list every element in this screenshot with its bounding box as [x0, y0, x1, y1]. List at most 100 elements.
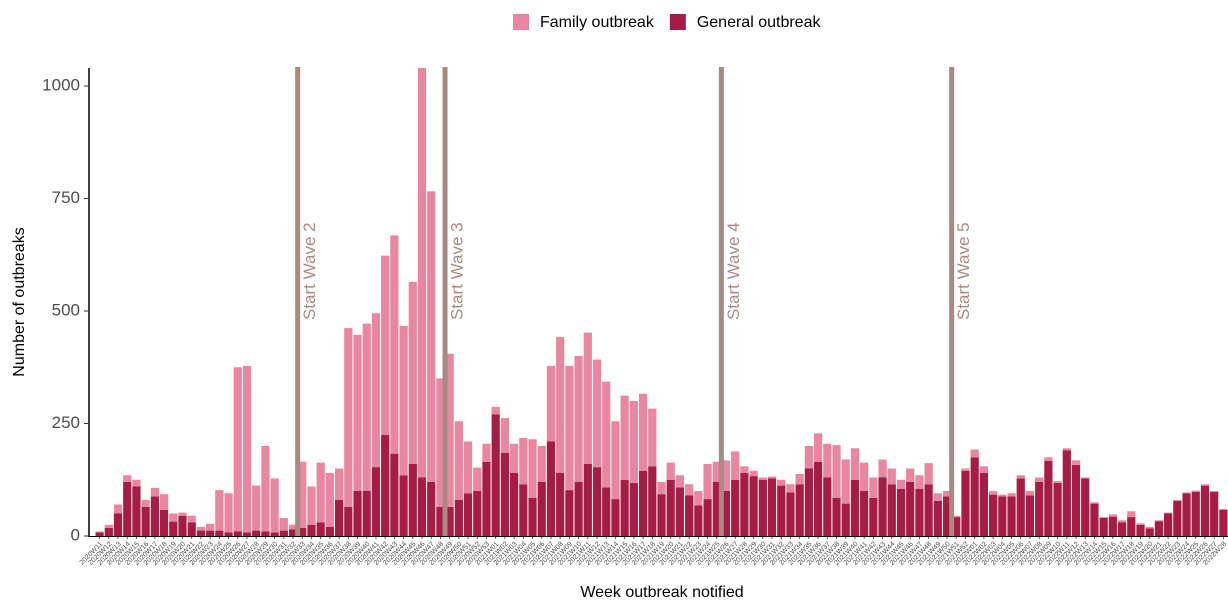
bar-segment: [491, 414, 500, 536]
bar-segment: [666, 479, 675, 536]
bar-segment: [1219, 509, 1228, 510]
bar-segment: [132, 479, 141, 487]
bar-segment: [261, 531, 270, 536]
bar-segment: [1071, 460, 1081, 465]
bar-segment: [1016, 478, 1025, 536]
bar-segment: [841, 459, 850, 504]
bar-segment: [1071, 464, 1081, 536]
bar-segment: [390, 235, 399, 454]
bar-segment: [731, 451, 740, 480]
bar-segment: [408, 464, 417, 536]
bar-segment: [1007, 493, 1016, 497]
bar-segment: [685, 495, 694, 536]
bar-segment: [592, 467, 602, 536]
bar-segment: [344, 506, 353, 536]
bar-segment: [648, 408, 657, 467]
bar-segment: [344, 328, 353, 507]
bar-segment: [334, 468, 344, 500]
bar-segment: [1127, 511, 1136, 518]
bar-segment: [1044, 457, 1053, 461]
bar-segment: [390, 453, 399, 536]
bar-segment: [989, 491, 998, 495]
y-tick-label: 1000: [42, 75, 80, 94]
bar-segment: [482, 461, 491, 536]
bar-segment: [463, 441, 473, 494]
bar-segment: [1117, 522, 1127, 536]
bar-segment: [804, 446, 813, 469]
bar-segment: [933, 493, 942, 501]
bar-segment: [206, 530, 215, 536]
bar-segment: [685, 484, 694, 496]
bar-segment: [1062, 448, 1071, 451]
bar-segment: [583, 464, 592, 536]
bar-segment: [1081, 477, 1090, 479]
bar-segment: [933, 500, 942, 536]
bar-segment: [961, 470, 970, 536]
bar-segment: [850, 479, 860, 536]
bar-segment: [906, 468, 915, 482]
bar-segment: [602, 487, 611, 536]
bar-segment: [353, 491, 362, 536]
wave-label: Start Wave 4: [724, 222, 743, 320]
bar-segment: [473, 467, 482, 491]
bar-segment: [353, 334, 362, 491]
bar-segment: [399, 475, 408, 536]
bar-segment: [528, 497, 537, 536]
bar-segment: [178, 515, 187, 536]
bar-segment: [1117, 520, 1127, 523]
bar-segment: [823, 477, 832, 536]
bar-segment: [196, 530, 206, 536]
bar-segment: [519, 437, 528, 485]
bar-segment: [620, 395, 629, 480]
bar-segment: [1173, 500, 1182, 501]
bar-segment: [675, 475, 685, 488]
bar-segment: [519, 484, 528, 536]
bar-segment: [749, 476, 758, 536]
bar-segment: [942, 491, 952, 497]
bar-segment: [528, 439, 537, 498]
bar-segment: [113, 504, 123, 514]
bar-segment: [556, 473, 565, 536]
bar-segment: [187, 515, 196, 523]
bar-segment: [224, 493, 233, 533]
bar-segment: [1044, 460, 1053, 536]
bar-segment: [150, 487, 159, 497]
legend-swatch: [513, 14, 529, 30]
bar-segment: [869, 477, 878, 498]
bar-segment: [813, 461, 823, 536]
bar-segment: [887, 468, 896, 485]
bar-segment: [850, 448, 860, 480]
bar-segment: [307, 486, 316, 525]
bar-segment: [316, 522, 325, 536]
bar-segment: [1219, 509, 1228, 536]
bar-segment: [169, 521, 178, 536]
bar-segment: [823, 443, 832, 478]
bar-segment: [436, 506, 445, 536]
bar-segment: [399, 325, 408, 476]
bar-segment: [454, 500, 463, 536]
bar-segment: [159, 494, 169, 510]
bar-segment: [104, 527, 113, 536]
bar-segment: [1007, 496, 1016, 536]
bar-segment: [141, 506, 150, 536]
bar-segment: [178, 512, 187, 516]
bar-segment: [1136, 524, 1145, 536]
bar-segment: [648, 466, 657, 536]
bar-segment: [1164, 512, 1173, 514]
bar-segment: [712, 461, 721, 482]
bar-segment: [1210, 491, 1219, 536]
bar-segment: [813, 433, 823, 462]
bar-segment: [1053, 481, 1062, 483]
bar-segment: [215, 530, 224, 536]
bar-segment: [924, 463, 933, 485]
bar-segment: [804, 468, 813, 536]
bar-segment: [510, 443, 519, 473]
bar-segment: [500, 452, 510, 536]
bar-segment: [896, 479, 906, 489]
bar-segment: [703, 464, 712, 500]
bar-segment: [242, 365, 252, 533]
bar-segment: [786, 484, 795, 493]
bar-segment: [1182, 493, 1191, 536]
bar-segment: [740, 473, 749, 536]
bar-segment: [1191, 491, 1200, 536]
